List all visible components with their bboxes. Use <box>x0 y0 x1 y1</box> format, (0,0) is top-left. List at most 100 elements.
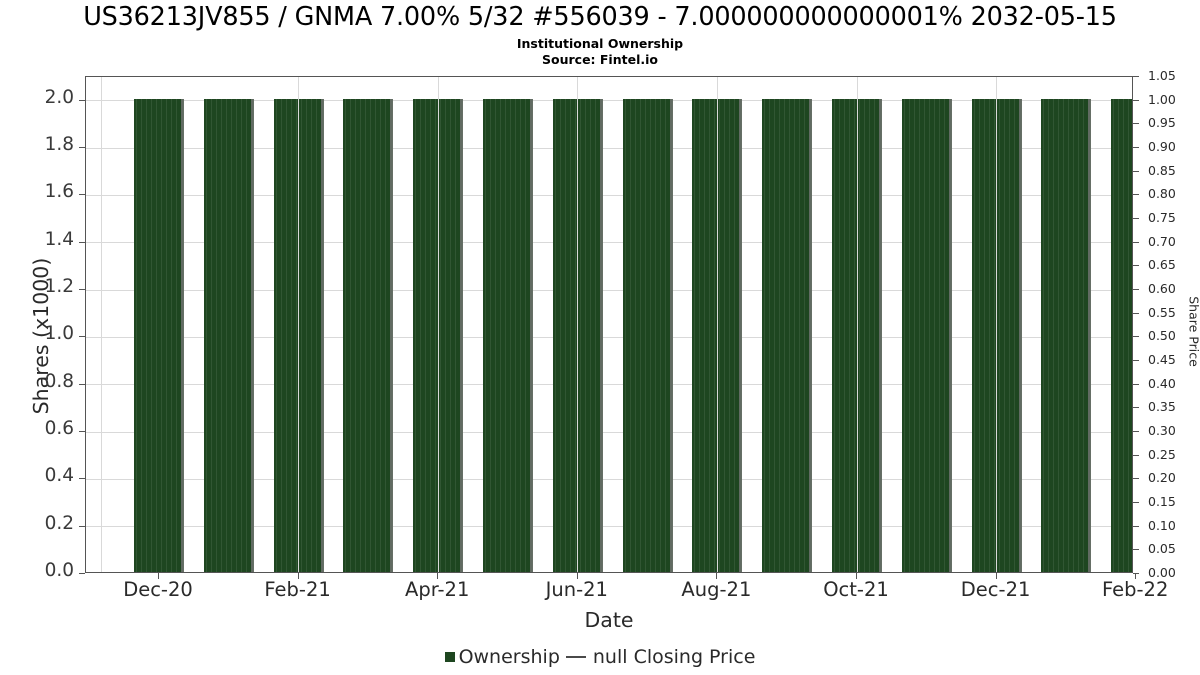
x-axis-tick-label: Apr-21 <box>405 578 470 601</box>
y-axis-tick-mark-left <box>79 336 85 338</box>
y-axis-tick-left: 0.6 <box>44 418 74 439</box>
x-axis-tick-label: Aug-21 <box>681 578 752 601</box>
x-axis-tick-label: Dec-20 <box>123 578 193 601</box>
y-axis-tick-mark-right <box>1133 549 1139 551</box>
y-axis-tick-mark-left <box>79 241 85 243</box>
gridline-horizontal <box>86 384 1132 386</box>
y-axis-tick-mark-right <box>1133 312 1139 314</box>
y-axis-tick-right: 0.00 <box>1148 565 1176 580</box>
gridline-horizontal <box>86 242 1132 244</box>
legend-label-closing-price: null Closing Price <box>592 646 756 668</box>
y-axis-tick-mark-right <box>1133 525 1139 527</box>
y-axis-tick-mark-right <box>1133 454 1139 456</box>
y-axis-tick-right: 1.00 <box>1148 91 1176 107</box>
y-axis-tick-mark-right <box>1133 360 1139 361</box>
bar[interactable] <box>901 98 952 572</box>
x-axis-tick-mark <box>158 573 159 579</box>
plot-area <box>85 76 1133 573</box>
y-axis-tick-left: 0.0 <box>44 560 74 581</box>
y-axis-tick-mark-left <box>79 147 85 148</box>
y-axis-tick-mark-right <box>1133 431 1139 432</box>
y-axis-tick-right: 0.40 <box>1148 375 1176 391</box>
y-axis-tick-right: 0.25 <box>1148 446 1176 462</box>
y-axis-tick-right: 0.20 <box>1148 470 1176 486</box>
gridline-horizontal <box>86 194 1132 196</box>
x-axis-tick-label: Feb-22 <box>1102 578 1169 601</box>
y-axis-tick-mark-right <box>1133 502 1139 503</box>
x-axis-tick-mark <box>576 573 578 579</box>
gridline-horizontal <box>86 431 1132 433</box>
x-axis-tick-label: Feb-21 <box>264 578 331 601</box>
y-axis-tick-mark-right <box>1133 170 1139 172</box>
y-axis-tick-mark-left <box>79 525 85 527</box>
gridline-vertical <box>716 77 718 572</box>
bar[interactable] <box>343 98 394 572</box>
y-axis-tick-right: 0.95 <box>1148 115 1176 131</box>
y-axis-tick-mark-left <box>79 383 85 385</box>
gridline-vertical <box>298 77 300 572</box>
y-axis-tick-mark-left <box>79 478 85 480</box>
legend-swatch-line-icon <box>565 656 586 658</box>
legend-swatch-square-icon <box>444 652 455 662</box>
gridline-horizontal <box>86 478 1132 480</box>
y-axis-tick-right: 0.10 <box>1148 517 1176 533</box>
y-axis-tick-right: 0.45 <box>1148 352 1176 367</box>
chart-title: US36213JV855 / GNMA 7.00% 5/32 #556039 -… <box>83 2 1117 32</box>
y-axis-tick-right: 0.55 <box>1148 304 1176 320</box>
x-axis-tick-mark <box>995 573 997 579</box>
x-axis-tick-mark <box>856 573 857 579</box>
bar[interactable] <box>762 98 813 572</box>
y-axis-tick-mark-right <box>1133 241 1139 243</box>
bar[interactable] <box>1111 98 1132 572</box>
legend-entry-ownership[interactable]: Ownership <box>444 646 560 668</box>
y-axis-tick-right: 0.80 <box>1148 186 1176 202</box>
gridline-horizontal <box>86 289 1132 291</box>
y-axis-tick-left: 1.8 <box>44 134 74 155</box>
y-axis-tick-mark-left <box>79 289 85 290</box>
y-axis-tick-left: 1.6 <box>44 181 74 203</box>
y-axis-tick-right: 1.05 <box>1148 68 1176 83</box>
y-axis-tick-mark-right <box>1133 147 1139 148</box>
y-axis-tick-right: 0.35 <box>1148 399 1176 415</box>
y-axis-tick-right: 0.30 <box>1148 423 1176 438</box>
y-axis-tick-right: 0.65 <box>1148 257 1176 273</box>
legend-label-ownership: Ownership <box>458 646 560 668</box>
y-axis-tick-left: 0.2 <box>44 512 74 534</box>
x-axis-tick-mark <box>437 573 439 579</box>
bar[interactable] <box>1041 98 1092 572</box>
y-axis-tick-right: 0.75 <box>1148 210 1176 225</box>
y-axis-tick-right: 0.05 <box>1148 541 1176 557</box>
gridline-vertical <box>577 77 579 572</box>
y-axis-tick-mark-left <box>79 431 85 432</box>
chart-legend: Ownership null Closing Price <box>0 646 1200 668</box>
bar[interactable] <box>622 98 673 572</box>
y-axis-tick-mark-left <box>79 573 85 574</box>
y-axis-tick-left: 0.8 <box>44 370 74 392</box>
y-axis-tick-right: 0.70 <box>1148 233 1176 249</box>
y-axis-tick-mark-right <box>1133 76 1139 77</box>
gridline-vertical <box>996 77 998 572</box>
bar[interactable] <box>483 98 533 572</box>
gridline-horizontal <box>86 526 1132 528</box>
bar[interactable] <box>134 98 184 572</box>
gridline-vertical <box>100 77 102 572</box>
x-axis-tick-label: Dec-21 <box>960 578 1031 601</box>
y-axis-tick-left: 2.0 <box>44 86 74 108</box>
y-axis-tick-left: 1.2 <box>44 276 74 297</box>
y-axis-tick-mark-left <box>79 99 85 101</box>
y-axis-tick-mark-right <box>1133 383 1139 385</box>
y-axis-tick-mark-right <box>1133 123 1139 125</box>
y-axis-tick-right: 0.85 <box>1148 162 1176 178</box>
legend-entry-closing-price[interactable]: null Closing Price <box>560 646 756 668</box>
y-axis-tick-mark-right <box>1133 407 1139 409</box>
y-axis-tick-mark-right <box>1133 289 1139 290</box>
gridline-vertical <box>856 77 858 572</box>
y-axis-tick-mark-left <box>79 194 85 196</box>
y-axis-tick-mark-right <box>1133 218 1139 219</box>
y-axis-tick-left: 0.4 <box>44 465 74 487</box>
bar[interactable] <box>203 98 254 572</box>
y-axis-tick-mark-right <box>1133 194 1139 196</box>
x-axis-tick-mark <box>297 573 299 579</box>
y-axis-tick-left: 1.0 <box>44 323 74 345</box>
x-axis-label: Date <box>584 608 634 632</box>
